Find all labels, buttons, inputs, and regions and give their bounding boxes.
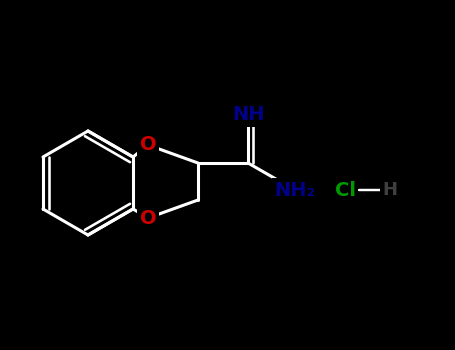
- Text: H: H: [383, 181, 398, 199]
- Text: NH: NH: [232, 105, 264, 125]
- Text: NH₂: NH₂: [274, 181, 315, 199]
- Text: O: O: [140, 135, 157, 154]
- Text: Cl: Cl: [334, 181, 355, 199]
- Text: O: O: [140, 209, 157, 228]
